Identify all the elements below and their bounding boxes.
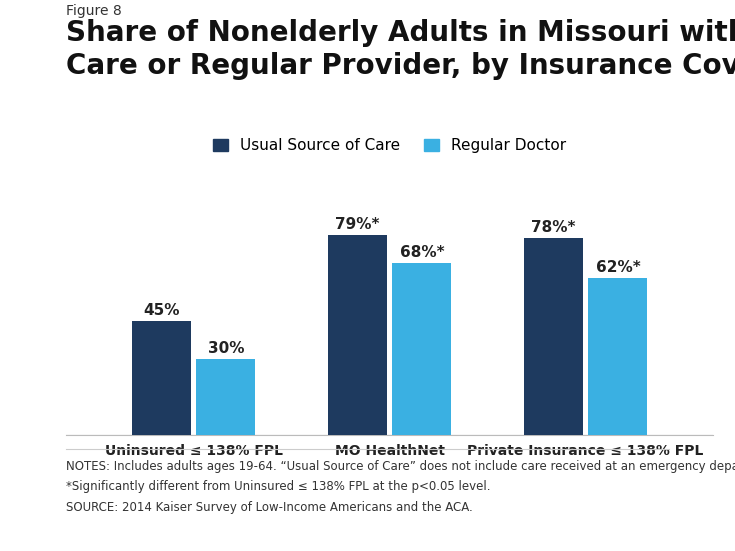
Text: Share of Nonelderly Adults in Missouri with a Usual Source of: Share of Nonelderly Adults in Missouri w… [66, 19, 735, 47]
Bar [589, 278, 648, 435]
Text: 30%: 30% [208, 341, 244, 356]
Text: 62%*: 62%* [595, 260, 640, 275]
Legend: Usual Source of Care, Regular Doctor: Usual Source of Care, Regular Doctor [209, 134, 570, 158]
Bar [524, 237, 583, 435]
Text: THE HENRY J.: THE HENRY J. [652, 475, 694, 480]
Text: *Significantly different from Uninsured ≤ 138% FPL at the p<0.05 level.: *Significantly different from Uninsured … [66, 480, 491, 494]
Text: SOURCE: 2014 Kaiser Survey of Low-Income Americans and the ACA.: SOURCE: 2014 Kaiser Survey of Low-Income… [66, 501, 473, 514]
Bar [392, 263, 451, 435]
Text: FOUNDATION: FOUNDATION [650, 525, 696, 531]
Text: Care or Regular Provider, by Insurance Coverage in Fall 2014: Care or Regular Provider, by Insurance C… [66, 52, 735, 80]
Text: KAISER: KAISER [646, 487, 700, 500]
Text: NOTES: Includes adults ages 19-64. “Usual Source of Care” does not include care : NOTES: Includes adults ages 19-64. “Usua… [66, 460, 735, 473]
Text: 45%: 45% [143, 303, 179, 318]
Text: FAMILY: FAMILY [647, 504, 699, 517]
Text: 79%*: 79%* [335, 217, 379, 232]
Bar [328, 235, 387, 435]
Text: 68%*: 68%* [400, 245, 444, 260]
Bar [196, 359, 255, 435]
Text: 78%*: 78%* [531, 219, 576, 235]
Bar [132, 321, 190, 435]
Text: Figure 8: Figure 8 [66, 4, 122, 18]
